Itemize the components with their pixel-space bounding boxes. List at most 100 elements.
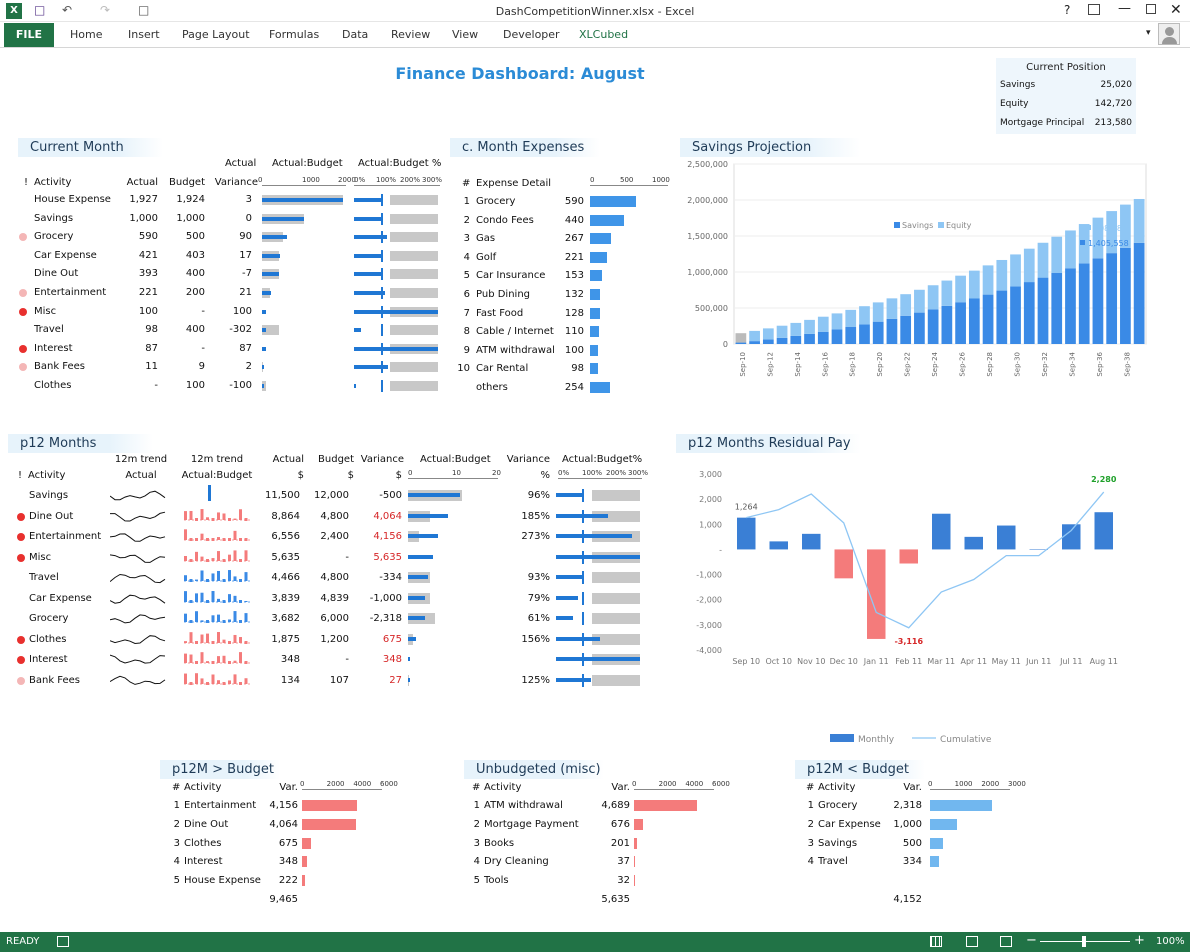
cm-pct-target bbox=[381, 231, 383, 244]
cm-variance-header-top: Actual bbox=[225, 158, 257, 169]
under-budget-value: 2,318 bbox=[893, 800, 922, 811]
restore-icon[interactable] bbox=[1146, 4, 1156, 14]
trend-bars bbox=[184, 590, 250, 603]
cm-pct-bg bbox=[390, 288, 438, 298]
cm-actual-bar bbox=[262, 384, 264, 388]
tab-formulas[interactable]: Formulas bbox=[269, 28, 320, 41]
x-tick-label: Jul 11 bbox=[1059, 657, 1082, 666]
help-icon[interactable]: ? bbox=[1064, 3, 1071, 17]
y-tick-label: -4,000 bbox=[696, 646, 722, 655]
tab-insert[interactable]: Insert bbox=[128, 28, 160, 41]
me-axis bbox=[590, 185, 668, 186]
trend-bar bbox=[206, 599, 209, 603]
trend-bar bbox=[200, 634, 204, 643]
flag-dot bbox=[19, 363, 27, 372]
equity-bar bbox=[968, 270, 980, 299]
p12-abpct-tick: 300% bbox=[628, 469, 649, 477]
savings-bar bbox=[1106, 253, 1118, 344]
over-budget-label: Dine Out bbox=[184, 818, 229, 830]
ribbon-display-icon[interactable] bbox=[1088, 4, 1100, 15]
p12-actual: 11,500 bbox=[265, 490, 300, 501]
zoom-in-icon[interactable]: + bbox=[1134, 933, 1145, 948]
avatar[interactable] bbox=[1158, 23, 1180, 45]
p12-activity: Misc bbox=[29, 551, 52, 563]
file-tab[interactable]: FILE bbox=[4, 23, 54, 47]
p12-actual: 348 bbox=[280, 654, 300, 665]
p12-activity-header: Activity bbox=[28, 470, 66, 481]
cm-budget: 100 bbox=[185, 380, 205, 391]
trend-bars bbox=[184, 570, 250, 582]
save-icon[interactable]: □ bbox=[34, 3, 46, 17]
unbudgeted-axis bbox=[634, 789, 714, 790]
monthly-bar bbox=[1062, 524, 1081, 550]
cm-pct-bg bbox=[390, 325, 438, 336]
trend-bar bbox=[222, 639, 226, 643]
tab-review[interactable]: Review bbox=[391, 28, 431, 41]
over-budget-total: 9,465 bbox=[269, 894, 298, 905]
tab-data[interactable]: Data bbox=[342, 28, 369, 41]
tab-xlcubed[interactable]: XLCubed bbox=[579, 28, 629, 41]
minimize-icon[interactable]: — bbox=[1118, 1, 1131, 16]
tab-view[interactable]: View bbox=[452, 28, 479, 41]
zoom-slider-thumb[interactable] bbox=[1082, 936, 1086, 947]
equity-bar bbox=[1051, 236, 1063, 274]
sparkline-path bbox=[110, 594, 166, 604]
new-file-icon[interactable]: □ bbox=[138, 3, 150, 17]
page-layout-view-icon[interactable] bbox=[966, 936, 978, 947]
savings-bar bbox=[749, 341, 760, 344]
worksheet[interactable]: Finance Dashboard: August Current Positi… bbox=[0, 48, 1190, 932]
trend-bar bbox=[222, 512, 226, 520]
cm-variance: 3 bbox=[245, 194, 252, 205]
trend-bar bbox=[211, 640, 215, 644]
trend-bar bbox=[189, 538, 193, 541]
unbudgeted-num: 5 bbox=[473, 875, 480, 887]
trend-bar bbox=[222, 681, 226, 685]
monthly-bar bbox=[737, 517, 756, 550]
p12-budget: 107 bbox=[329, 674, 349, 686]
p12-pct-target bbox=[582, 571, 584, 584]
p12-pct-bar bbox=[556, 513, 608, 518]
close-icon[interactable]: ✕ bbox=[1170, 2, 1182, 18]
redo-icon[interactable]: ↷ bbox=[100, 3, 111, 17]
trend-bar bbox=[233, 660, 237, 663]
page-break-view-icon[interactable] bbox=[1000, 936, 1012, 947]
monthly-bar bbox=[997, 525, 1016, 550]
tab-page-layout[interactable]: Page Layout bbox=[182, 28, 250, 41]
trend-bars bbox=[184, 672, 250, 685]
x-tick-label: Sep-16 bbox=[821, 351, 829, 376]
y-tick-label: 1,000,000 bbox=[687, 268, 728, 277]
zoom-level[interactable]: 100% bbox=[1156, 936, 1185, 947]
unbudgeted-value: 676 bbox=[610, 818, 630, 830]
me-num-header: # bbox=[462, 178, 471, 189]
savings-bar bbox=[1037, 277, 1049, 344]
cm-abpct-tick: 300% bbox=[422, 176, 443, 184]
ribbon-collapse-icon[interactable]: ▾ bbox=[1146, 28, 1151, 38]
trend-bar bbox=[195, 538, 198, 541]
normal-view-icon[interactable] bbox=[930, 936, 942, 947]
tab-developer[interactable]: Developer bbox=[503, 28, 560, 41]
over-budget-value: 4,064 bbox=[269, 818, 298, 830]
p12-flag-header: ! bbox=[18, 470, 23, 481]
trend-bar bbox=[211, 661, 215, 664]
sparkline-path bbox=[110, 614, 166, 624]
macro-record-icon[interactable] bbox=[57, 936, 69, 947]
over-budget-activity-header: Activity bbox=[184, 782, 222, 793]
trend-bar bbox=[195, 517, 198, 521]
p12-actual: 4,466 bbox=[271, 572, 300, 583]
me-tick: 500 bbox=[620, 176, 634, 184]
zoom-out-icon[interactable]: − bbox=[1026, 933, 1037, 948]
residual-pay-chart[interactable]: 3,000 2,000 1,000 - -1,000 -2,000 -3,000 -4,000… bbox=[680, 458, 1140, 748]
savings-bar bbox=[1023, 282, 1035, 344]
p12-variance: 4,064 bbox=[373, 510, 402, 522]
undo-icon[interactable]: ↶ bbox=[62, 3, 73, 17]
excel-icon[interactable]: X bbox=[6, 3, 22, 19]
savings-projection-chart[interactable]: 0 500,000 1,000,000 1,500,000 2,000,000 2,500… bbox=[680, 156, 1150, 386]
savings-bar bbox=[982, 294, 994, 344]
trend-bar bbox=[244, 572, 248, 581]
x-tick-label: Sep-36 bbox=[1096, 351, 1104, 376]
tab-home[interactable]: Home bbox=[70, 28, 103, 41]
position-label: Equity bbox=[1000, 99, 1029, 109]
equity-bar bbox=[1133, 198, 1145, 243]
flag-dot bbox=[17, 676, 25, 685]
trend-bar bbox=[200, 677, 204, 684]
